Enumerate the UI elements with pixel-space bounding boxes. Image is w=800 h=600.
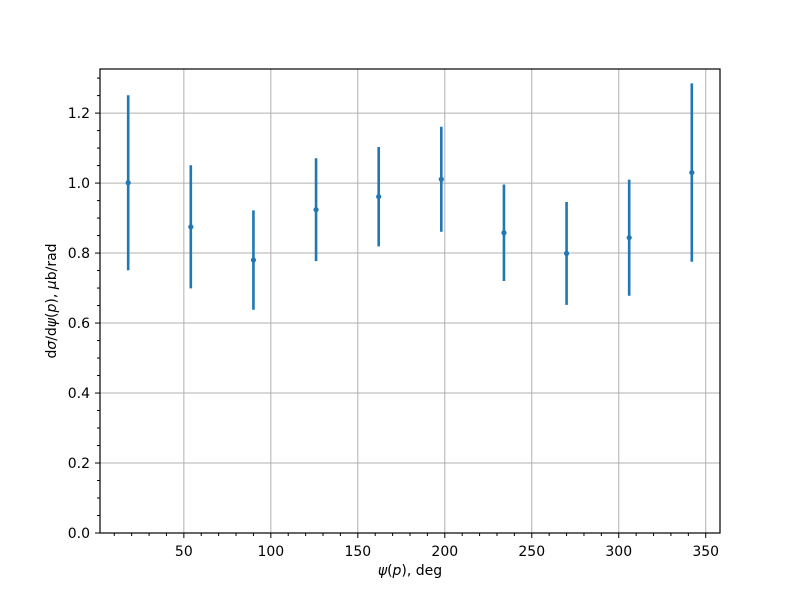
- tick-label-layer: 50 100 150 200 250 300 350 0.0 0.2 0.4 0.6 0.8 1.0 1.…: [68, 106, 719, 560]
- data-point-marker: [626, 235, 632, 241]
- y-tick-label: 0.0: [68, 526, 90, 542]
- grid-layer: [100, 69, 720, 534]
- y-tick-label: 0.4: [68, 386, 90, 402]
- x-tick-label: 300: [605, 544, 632, 560]
- y-tick-label: 0.6: [68, 316, 90, 332]
- data-point-marker: [188, 224, 194, 230]
- data-point-marker: [376, 194, 382, 200]
- data-point-marker: [689, 169, 695, 176]
- data-point-marker: [125, 180, 131, 186]
- x-tick-label: 250: [518, 544, 545, 560]
- x-tick-label: 350: [692, 544, 719, 560]
- data-point-marker: [438, 176, 444, 182]
- data-point-marker: [313, 207, 319, 213]
- y-tick-label: 1.0: [68, 176, 90, 192]
- x-tick-label: 200: [431, 544, 458, 560]
- tick-layer: [95, 77, 707, 538]
- x-tick-label: 150: [344, 544, 371, 560]
- axis-label-layer: ψ(p), deg dσ/dψ(p), μb/rad: [44, 243, 442, 579]
- data-point-marker: [563, 250, 570, 257]
- x-axis-label: ψ(p), deg: [378, 563, 442, 579]
- x-tick-label: 100: [257, 544, 284, 560]
- data-point-marker: [250, 257, 257, 263]
- x-tick-label: 50: [175, 544, 193, 560]
- data-layer: [125, 83, 695, 310]
- y-axis-label: dσ/dψ(p), μb/rad: [44, 243, 60, 358]
- y-tick-label: 1.2: [68, 106, 90, 122]
- data-point-marker: [501, 230, 507, 236]
- y-tick-label: 0.2: [68, 456, 90, 472]
- y-tick-label: 0.8: [68, 246, 90, 262]
